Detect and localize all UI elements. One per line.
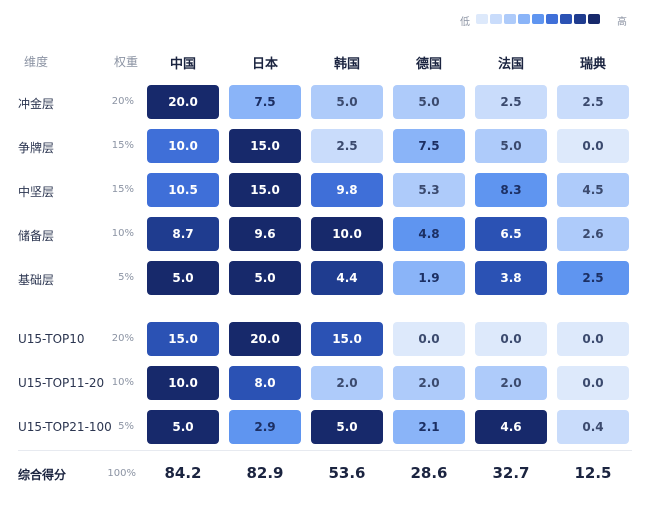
row-label: 基础层: [18, 273, 55, 287]
heat-cell: 2.5: [557, 85, 629, 119]
legend-low-label: 低: [460, 17, 470, 28]
row-label: 中坚层: [18, 185, 55, 199]
row-label: 冲金层: [18, 97, 55, 111]
heat-cell: 5.0: [311, 85, 383, 119]
heat-cell: 2.0: [393, 366, 465, 400]
heat-cell: 10.0: [311, 217, 383, 251]
heat-cell: 15.0: [147, 322, 219, 356]
legend-swatch: [518, 14, 530, 24]
heat-cell: 9.8: [311, 173, 383, 207]
heat-cell: 2.9: [229, 410, 301, 444]
country-header: 中国: [169, 57, 196, 72]
total-score: 53.6: [328, 464, 366, 482]
heat-cell: 1.9: [393, 261, 465, 295]
heat-cell: 8.3: [475, 173, 547, 207]
total-score: 12.5: [574, 464, 612, 482]
heat-cell: 4.8: [393, 217, 465, 251]
heat-cell: 15.0: [311, 322, 383, 356]
heat-cell: 2.6: [557, 217, 629, 251]
legend-swatch: [560, 14, 572, 24]
row-weight: 15%: [111, 184, 134, 195]
row-weight: 20%: [111, 333, 134, 344]
legend-swatch: [546, 14, 558, 24]
row-label: U15-TOP10: [18, 332, 85, 346]
row-label: 争牌层: [18, 141, 55, 155]
total-label: 综合得分: [18, 468, 67, 482]
legend-swatch: [588, 14, 600, 24]
dimension-header: 维度: [24, 55, 49, 69]
heat-cell: 10.0: [147, 366, 219, 400]
heat-cell: 4.6: [475, 410, 547, 444]
heat-cell: 0.0: [557, 322, 629, 356]
heat-cell: 0.0: [557, 366, 629, 400]
legend-swatch: [490, 14, 502, 24]
total-score: 84.2: [164, 464, 202, 482]
heat-cell: 15.0: [229, 173, 301, 207]
heat-cell: 0.0: [393, 322, 465, 356]
heat-cell: 2.5: [475, 85, 547, 119]
heat-cell: 4.5: [557, 173, 629, 207]
heat-cell: 7.5: [229, 85, 301, 119]
divider-line: [18, 450, 632, 451]
heat-cell: 10.5: [147, 173, 219, 207]
heat-cell: 5.0: [147, 261, 219, 295]
legend-swatch: [504, 14, 516, 24]
heat-cell: 2.0: [475, 366, 547, 400]
heat-cell: 2.5: [557, 261, 629, 295]
heat-cell: 9.6: [229, 217, 301, 251]
legend-high-label: 高: [617, 17, 627, 28]
heat-cell: 3.8: [475, 261, 547, 295]
heat-cell: 6.5: [475, 217, 547, 251]
heat-cell: 7.5: [393, 129, 465, 163]
total-score: 82.9: [246, 464, 284, 482]
heat-cell: 5.0: [311, 410, 383, 444]
heat-cell: 5.0: [393, 85, 465, 119]
heat-cell: 8.0: [229, 366, 301, 400]
heat-cell: 5.0: [147, 410, 219, 444]
legend-swatch: [532, 14, 544, 24]
row-weight: 5%: [118, 421, 134, 432]
heat-cell: 0.0: [557, 129, 629, 163]
country-header: 德国: [415, 57, 442, 72]
total-weight: 100%: [107, 468, 136, 479]
heat-cell: 5.0: [475, 129, 547, 163]
legend-swatch: [574, 14, 586, 24]
weight-header: 权重: [114, 55, 139, 69]
heat-cell: 2.1: [393, 410, 465, 444]
row-weight: 15%: [111, 140, 134, 151]
country-header: 日本: [251, 57, 278, 72]
row-weight: 10%: [111, 377, 134, 388]
row-label: U15-TOP11-20: [18, 376, 105, 390]
total-score: 28.6: [410, 464, 448, 482]
heat-cell: 0.0: [475, 322, 547, 356]
heat-cell: 2.5: [311, 129, 383, 163]
heat-cell: 15.0: [229, 129, 301, 163]
country-header: 瑞典: [579, 57, 606, 72]
heat-cell: 5.0: [229, 261, 301, 295]
heat-cell: 0.4: [557, 410, 629, 444]
row-label: U15-TOP21-100: [18, 420, 112, 434]
heat-cell: 4.4: [311, 261, 383, 295]
country-header: 韩国: [333, 57, 360, 72]
heat-cell: 2.0: [311, 366, 383, 400]
heat-cell: 10.0: [147, 129, 219, 163]
total-score: 32.7: [492, 464, 530, 482]
heat-cell: 8.7: [147, 217, 219, 251]
heat-cell: 20.0: [147, 85, 219, 119]
row-label: 储备层: [18, 229, 55, 243]
heat-cell: 20.0: [229, 322, 301, 356]
row-weight: 5%: [118, 272, 134, 283]
row-weight: 10%: [111, 228, 134, 239]
row-weight: 20%: [111, 96, 134, 107]
country-header: 法国: [497, 57, 524, 72]
heat-cell: 5.3: [393, 173, 465, 207]
legend-swatch: [476, 14, 488, 24]
